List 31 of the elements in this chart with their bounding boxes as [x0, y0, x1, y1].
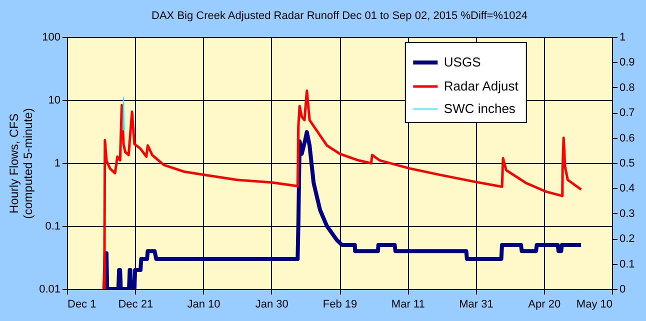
y2-tick-label: 1	[620, 32, 626, 44]
x-tick-label: Jan 30	[255, 298, 288, 310]
x-tick-label: Jan 10	[187, 298, 220, 310]
y-tick-label: 10	[48, 94, 60, 106]
x-tick-label: Apr 20	[528, 298, 561, 310]
x-tick-label: Dec 1	[68, 298, 96, 310]
y2-tick-label: 0.1	[620, 258, 635, 270]
x-tick-label: Feb 19	[322, 298, 358, 310]
y2-tick-label: 0.7	[620, 107, 635, 120]
y2-tick-label: 0.8	[620, 82, 635, 94]
y2-tick-label: 0.6	[620, 132, 635, 144]
y-tick-label: 0.1	[45, 220, 60, 232]
y-tick-label: 100	[42, 32, 60, 44]
y2-tick-label: 0.2	[620, 233, 635, 246]
y2-tick-label: 0.3	[620, 208, 635, 220]
x-tick-label: Mar 11	[391, 298, 425, 310]
y-axis-title: Hourly Flows, CFS (computed 5-minute)	[7, 108, 36, 219]
y-tick-label: 1	[54, 158, 60, 170]
x-tick-label: Dec 21	[118, 298, 154, 310]
y2-tick-label: 0.5	[620, 158, 635, 170]
legend-label: USGS	[444, 54, 482, 70]
legend-label: Radar Adjust	[444, 78, 519, 94]
x-tick-label: Mar 31	[459, 298, 494, 310]
x-tick-label: May 10	[576, 298, 612, 310]
legend-label: SWC inches	[444, 101, 516, 116]
y-tick-label: 0.01	[39, 284, 60, 296]
line-series	[102, 130, 584, 289]
y2-tick-label: 0.9	[620, 56, 635, 69]
y2-tick-label: 0	[620, 284, 626, 296]
chart-title: DAX Big Creek Adjusted Radar Runoff Dec 01 to Sep 02, 2015 %Diff=%1024	[152, 10, 528, 22]
y2-tick-label: 0.4	[620, 182, 635, 195]
